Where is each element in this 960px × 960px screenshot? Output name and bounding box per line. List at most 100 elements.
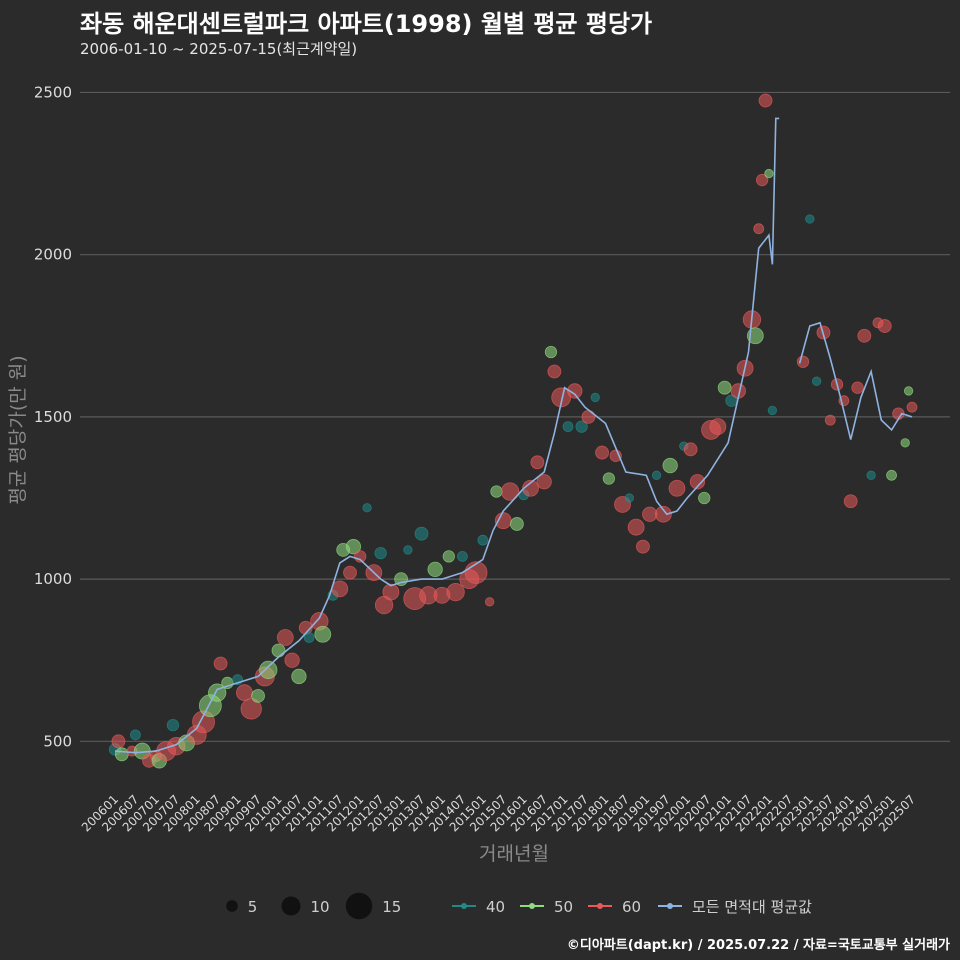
data-point-area40 <box>374 547 387 560</box>
legend-series-label: 모든 면적대 평균값 <box>692 898 812 916</box>
average-line-segment-2 <box>798 321 913 440</box>
data-point-area40 <box>414 526 429 541</box>
data-point-area60 <box>500 482 520 501</box>
data-point-area50 <box>764 168 774 179</box>
y-tick-label: 2000 <box>34 246 72 264</box>
data-point-area50 <box>662 457 678 474</box>
y-tick-label: 2500 <box>34 83 72 101</box>
data-point-area60 <box>758 93 773 108</box>
data-point-area50 <box>900 438 910 448</box>
data-point-area50 <box>490 485 503 498</box>
data-point-area40 <box>590 392 600 403</box>
x-axis-ticks: 2006012006072007012007072008012008072009… <box>79 792 918 834</box>
data-point-area40 <box>130 729 141 741</box>
data-point-area60 <box>581 409 596 424</box>
data-point-area60 <box>547 364 562 379</box>
data-point-area40 <box>457 551 468 562</box>
chart-title: 좌동 해운대센트럴파크 아파트(1998) 월별 평균 평당가 <box>80 10 653 38</box>
data-point-area60 <box>551 387 572 408</box>
footer-credit: ©디아파트(dapt.kr) / 2025.07.22 / 자료=국토교통부 실… <box>566 938 950 953</box>
data-point-area50 <box>314 625 332 643</box>
data-point-area40 <box>624 493 634 503</box>
data-point-area40 <box>477 534 489 546</box>
data-point-area50 <box>259 660 278 680</box>
data-point-area40 <box>166 718 180 732</box>
data-point-area60 <box>240 698 262 720</box>
data-point-area60 <box>709 418 727 436</box>
data-point-area60 <box>843 494 858 509</box>
data-point-area60 <box>236 684 253 702</box>
legend-series-label: 40 <box>486 898 505 916</box>
data-point-area60 <box>796 355 810 368</box>
data-point-area60 <box>343 565 357 580</box>
data-point-area60 <box>642 506 658 522</box>
legend-series-label: 50 <box>554 898 573 916</box>
data-point-area50 <box>886 469 897 481</box>
data-point-area60 <box>446 582 465 602</box>
data-point-area40 <box>767 405 778 416</box>
data-point-area40 <box>362 503 372 513</box>
average-lines <box>114 117 913 754</box>
data-point-area60 <box>753 223 765 235</box>
data-point-area40 <box>575 420 588 433</box>
data-point-area60 <box>851 381 864 394</box>
data-point-area50 <box>602 472 616 485</box>
data-point-area40 <box>403 545 413 555</box>
data-point-area40 <box>562 421 574 433</box>
data-point-area60 <box>522 479 539 497</box>
average-line-segment-1 <box>114 117 780 754</box>
data-point-area50 <box>746 327 764 345</box>
data-point-area60 <box>906 401 918 413</box>
data-point-area40 <box>303 632 315 643</box>
data-point-area50 <box>345 539 362 555</box>
data-point-area60 <box>382 583 400 601</box>
data-point-area50 <box>291 668 307 685</box>
data-point-area60 <box>824 414 836 426</box>
data-point-area60 <box>689 474 706 490</box>
data-point-area60 <box>857 328 872 343</box>
legend-size-label: 10 <box>311 898 330 916</box>
y-tick-label: 1000 <box>34 570 72 588</box>
legend-series-label: 60 <box>622 898 641 916</box>
legend-size-marker <box>281 896 301 916</box>
data-point-area60 <box>111 734 126 749</box>
legend-size-label: 15 <box>382 898 401 916</box>
legend-size-marker <box>345 892 373 920</box>
legend-size-marker <box>226 900 238 912</box>
data-point-area60 <box>595 445 609 460</box>
data-point-area60 <box>464 561 488 585</box>
legend-dot-area40 <box>461 903 467 909</box>
data-point-area40 <box>866 470 876 480</box>
legend-size-label: 5 <box>248 898 258 916</box>
data-point-area60 <box>276 629 294 646</box>
data-point-area60 <box>654 505 672 523</box>
legend-dot-area50 <box>529 903 535 909</box>
data-point-area60 <box>877 319 892 333</box>
data-point-area60 <box>683 442 698 457</box>
data-point-area50 <box>510 517 524 531</box>
legend-dot-avg_line <box>667 903 673 909</box>
y-axis-ticks: 500 1000 1500 2000 2500 <box>34 83 72 750</box>
data-point-area60 <box>627 518 645 536</box>
data-point-area60 <box>213 656 228 671</box>
data-point-area60 <box>567 383 583 399</box>
y-tick-label: 1500 <box>34 408 72 426</box>
data-point-area50 <box>717 380 732 395</box>
x-axis-label: 거래년월 <box>479 843 549 865</box>
data-point-area50 <box>114 747 129 762</box>
y-tick-label: 500 <box>43 732 72 750</box>
data-point-area50 <box>544 345 558 359</box>
grid-lines <box>80 91 950 742</box>
data-point-area40 <box>651 470 662 480</box>
chart-subtitle: 2006-01-10 ~ 2025-07-15(최근계약일) <box>80 40 358 58</box>
data-point-area60 <box>636 539 650 554</box>
data-points <box>108 93 918 769</box>
data-point-area60 <box>668 479 686 497</box>
legend-dot-area60 <box>597 903 603 909</box>
data-point-area40 <box>805 214 815 224</box>
data-point-area50 <box>442 550 455 563</box>
data-point-area50 <box>698 491 711 505</box>
data-point-area40 <box>811 376 822 386</box>
data-point-area50 <box>251 689 265 703</box>
